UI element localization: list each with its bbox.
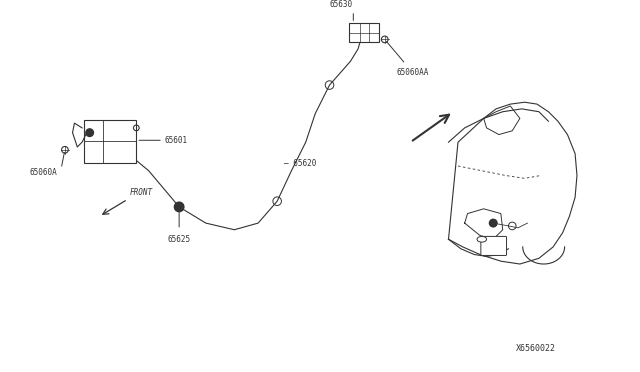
Bar [349, 23, 379, 42]
Bar [84, 120, 136, 163]
Circle shape [86, 129, 93, 137]
Text: 65630: 65630 [330, 0, 353, 9]
Text: 65060AA: 65060AA [396, 68, 429, 77]
FancyBboxPatch shape [481, 237, 506, 256]
Text: 65060A: 65060A [29, 168, 58, 177]
Text: FRONT: FRONT [130, 188, 153, 198]
Text: X6560022: X6560022 [516, 344, 556, 353]
Ellipse shape [477, 237, 486, 242]
Circle shape [174, 202, 184, 212]
Text: 65625: 65625 [168, 235, 191, 244]
Text: 65601: 65601 [165, 136, 188, 145]
Circle shape [490, 219, 497, 227]
Text: — 65620: — 65620 [284, 158, 316, 168]
